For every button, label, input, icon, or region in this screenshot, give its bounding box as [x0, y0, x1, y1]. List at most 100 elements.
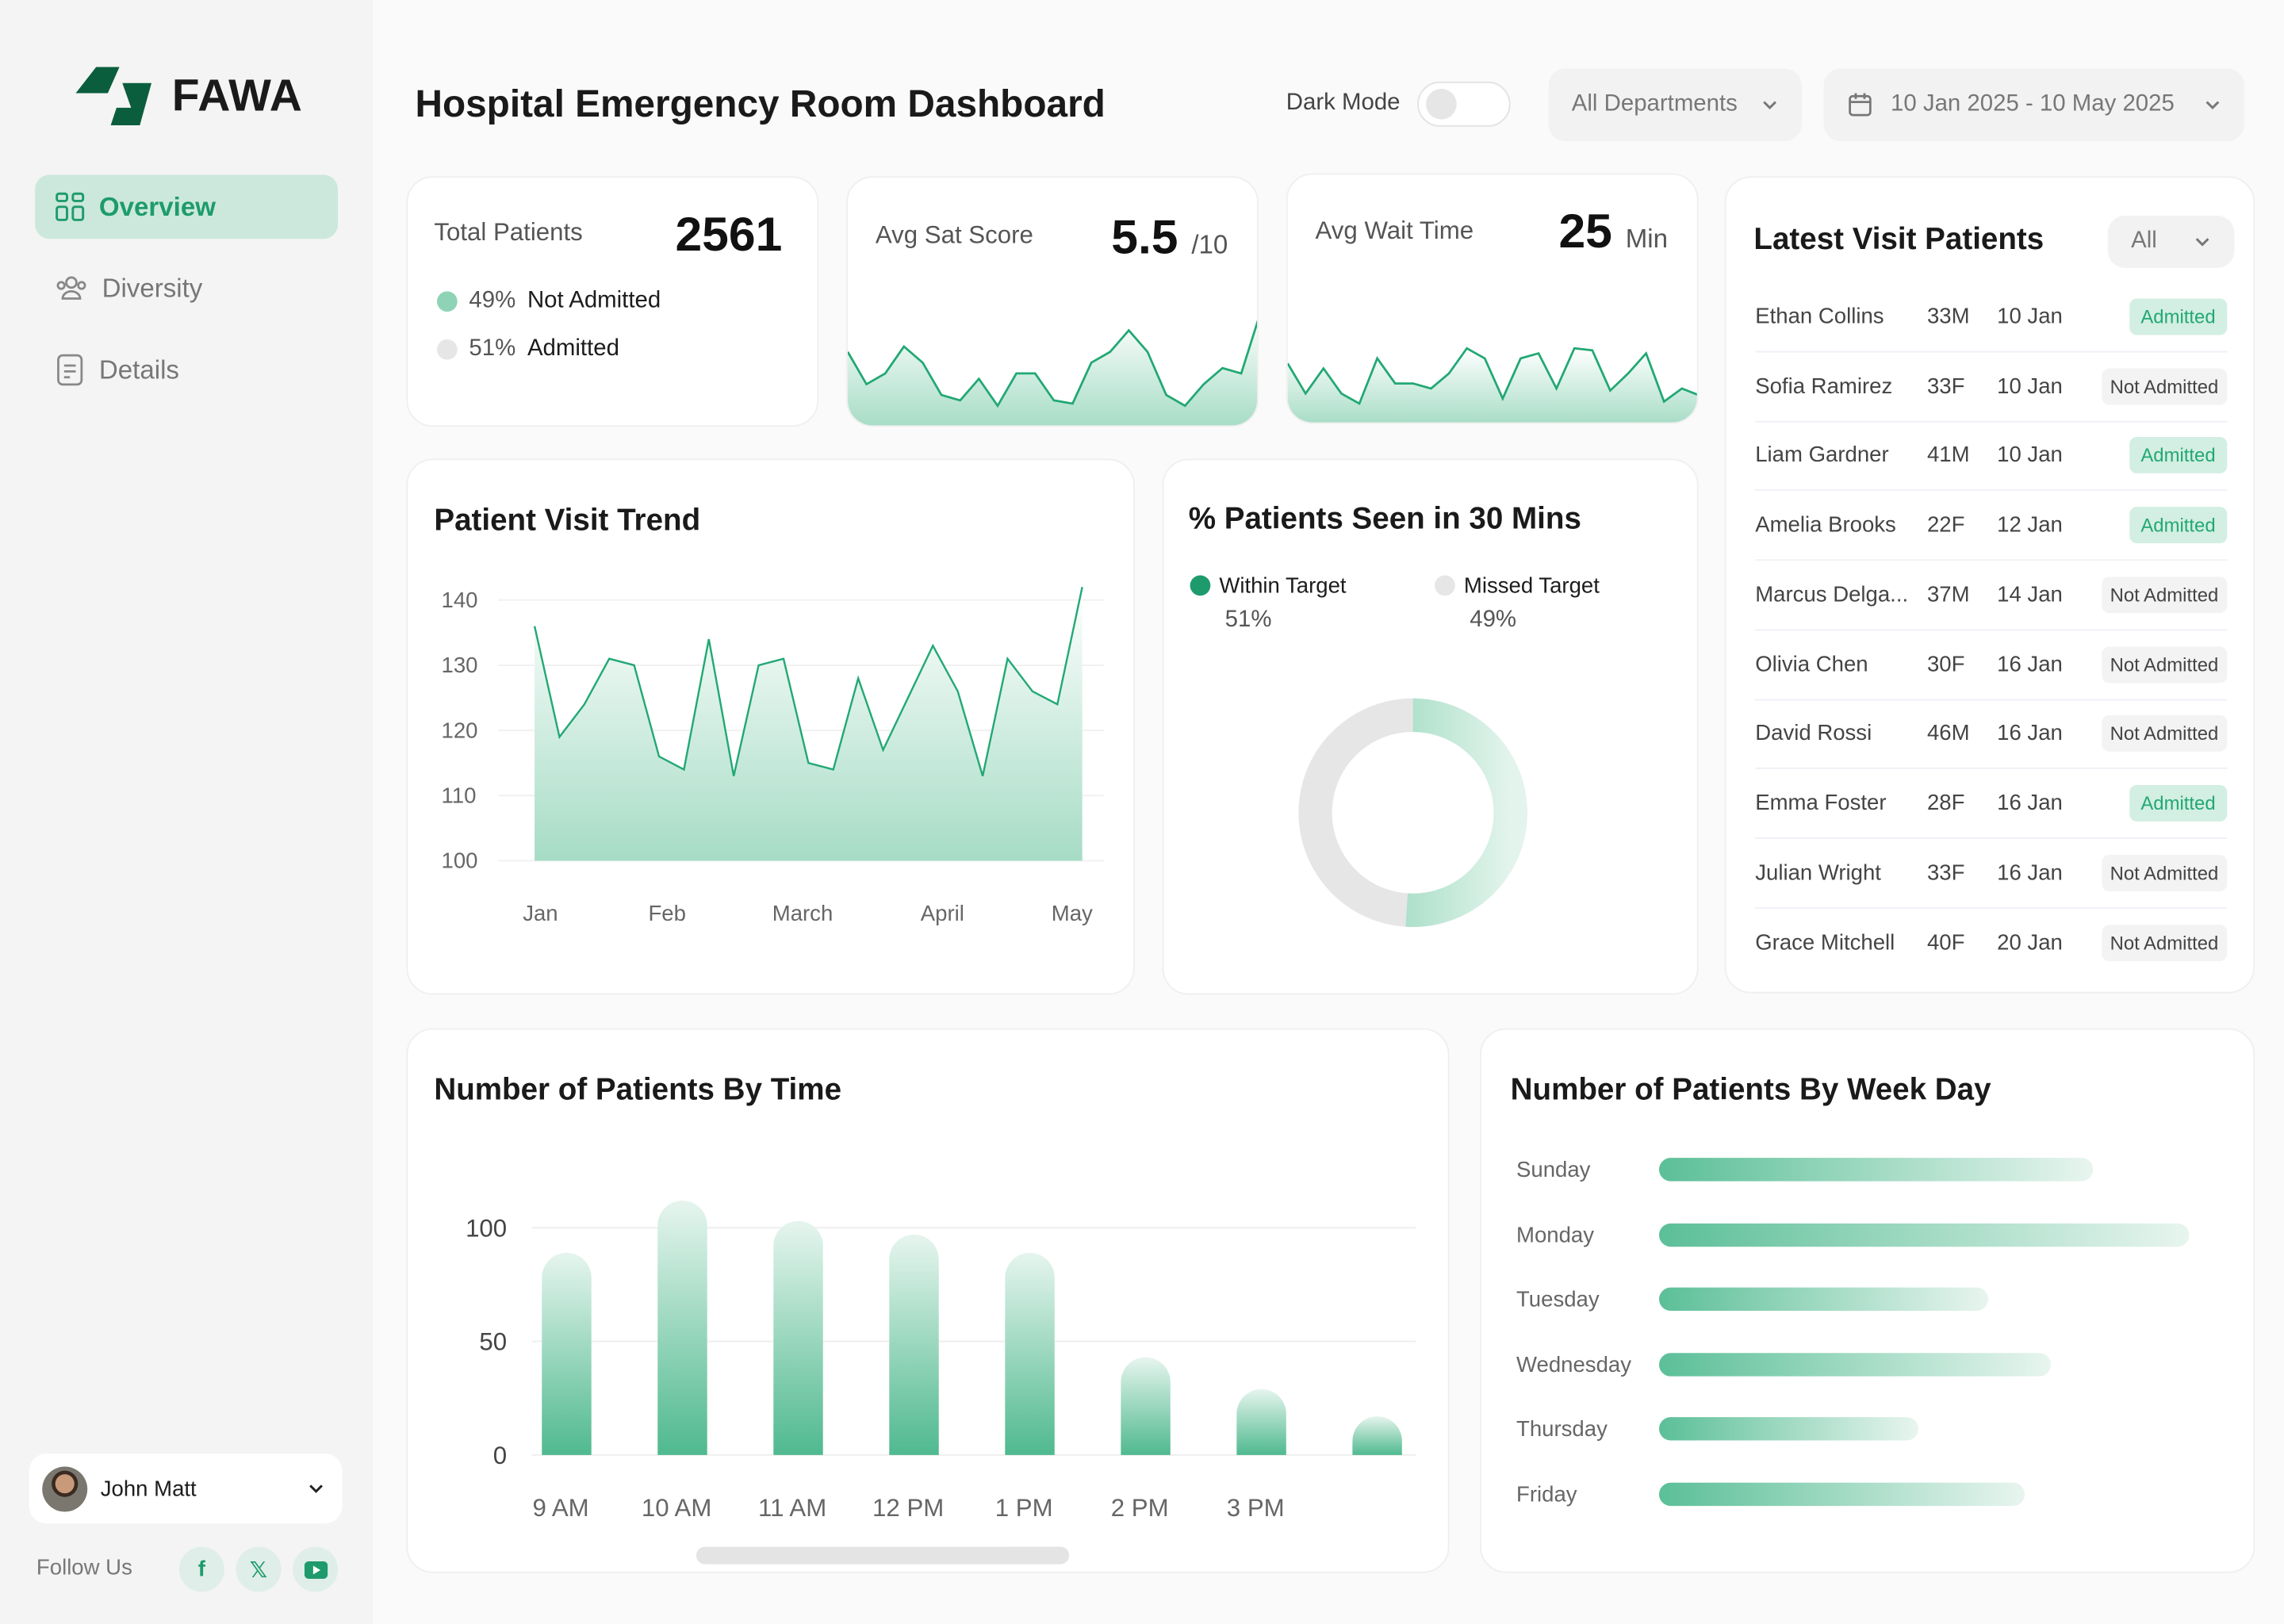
y-tick-label: Sunday [1516, 1158, 1591, 1183]
card-title: Latest Visit Patients [1753, 223, 2044, 257]
sidebar-item-label: Details [98, 354, 179, 384]
legend-admitted: 51% Admitted [437, 336, 619, 362]
visit-date: 20 Jan [1997, 930, 2063, 956]
table-row[interactable]: Grace Mitchell 40F 20 Jan Not Admitted [1755, 908, 2228, 978]
bytime-chart: 0 50 100 9 AM 10 AM 11 AM 12 PM 1 PM 2 PM 3 PM [466, 1200, 1416, 1522]
trend-area [535, 587, 1083, 861]
sidebar-item-label: Overview [98, 191, 216, 221]
patient-age: 46M [1926, 721, 1970, 746]
status-badge: Admitted [2129, 784, 2228, 822]
x-tick-label: 1 PM [995, 1494, 1053, 1522]
bar [1005, 1252, 1055, 1455]
bar [1659, 1223, 2190, 1247]
document-icon [57, 354, 83, 386]
visit-date: 10 Jan [1997, 304, 2063, 330]
bar [1659, 1482, 2025, 1507]
patient-age: 28F [1926, 791, 1965, 816]
sidebar-item-label: Diversity [102, 273, 203, 303]
department-select[interactable]: All Departments [1548, 68, 1802, 142]
legend-pct: 49% [469, 288, 516, 313]
table-row[interactable]: Julian Wright 33F 16 Jan Not Admitted [1755, 838, 2228, 909]
visit-date: 16 Jan [1997, 651, 2063, 677]
patients-seen-card: % Patients Seen in 30 Mins Within Target… [1162, 458, 1699, 995]
legend-value: 51% [1224, 607, 1272, 633]
table-row[interactable]: Ethan Collins 33M 10 Jan Admitted [1755, 282, 2228, 353]
youtube-icon[interactable] [293, 1546, 339, 1592]
bar [1659, 1352, 2052, 1377]
status-filter-select[interactable]: All [2107, 215, 2235, 268]
department-value: All Departments [1571, 91, 1738, 117]
card-title: % Patients Seen in 30 Mins [1188, 502, 1581, 536]
horizontal-scrollbar[interactable] [696, 1546, 1070, 1565]
chevron-down-icon [2195, 238, 2209, 247]
x-tick-label: May [1052, 901, 1093, 925]
patient-age: 33F [1926, 373, 1965, 399]
table-row[interactable]: Marcus Delga... 37M 14 Jan Not Admitted [1755, 561, 2228, 630]
y-tick-label: 100 [442, 848, 478, 873]
visit-date: 10 Jan [1997, 443, 2063, 469]
legend-dot [437, 339, 458, 360]
kpi-label: Total Patients [434, 218, 583, 247]
logo: FAWA [75, 67, 303, 125]
dark-mode-toggle[interactable] [1417, 81, 1511, 127]
grid-icon [56, 192, 85, 221]
y-tick-label: Thursday [1516, 1417, 1608, 1443]
facebook-icon[interactable]: f [178, 1546, 224, 1592]
patient-name: Amelia Brooks [1755, 512, 1896, 538]
sidebar-item-diversity[interactable]: Diversity [35, 256, 338, 320]
avg-wait-time-card: Avg Wait Time 25 Min [1286, 173, 1699, 424]
bar [1659, 1417, 1919, 1442]
status-badge: Not Admitted [2101, 368, 2228, 405]
y-tick-label: 110 [442, 783, 477, 807]
card-title: Number of Patients By Time [434, 1073, 842, 1107]
table-row[interactable]: Olivia Chen 30F 16 Jan Not Admitted [1755, 630, 2228, 700]
sparkline-area [1287, 348, 1697, 423]
bar [1236, 1388, 1286, 1455]
x-tick-label: March [772, 901, 834, 925]
x-tick-label: 10 AM [642, 1494, 712, 1522]
table-row[interactable]: Emma Foster 28F 16 Jan Admitted [1755, 769, 2228, 839]
sidebar-item-overview[interactable]: Overview [35, 174, 339, 239]
patient-visit-trend-card: Patient Visit Trend 100 110 120 130 140 Jan Fe… [406, 458, 1135, 995]
table-row[interactable]: Liam Gardner 41M 10 Jan Admitted [1755, 422, 2228, 492]
date-range-picker[interactable]: 10 Jan 2025 - 10 May 2025 [1823, 68, 2245, 142]
patient-age: 37M [1926, 582, 1970, 607]
legend-dot [1435, 575, 1455, 596]
status-badge: Not Admitted [2101, 924, 2228, 961]
bar [773, 1220, 823, 1455]
status-badge: Not Admitted [2101, 854, 2228, 891]
table-row[interactable]: Sofia Ramirez 33F 10 Jan Not Admitted [1755, 352, 2228, 423]
patient-name: Sofia Ramirez [1755, 373, 1893, 399]
legend-label: Admitted [527, 336, 619, 362]
card-title: Number of Patients By Week Day [1510, 1073, 1991, 1107]
visit-date: 16 Jan [1997, 860, 2063, 885]
user-menu[interactable]: John Matt [29, 1454, 343, 1524]
bar [889, 1234, 939, 1455]
donut-slice-within [1298, 698, 1527, 928]
status-badge: Admitted [2129, 298, 2228, 335]
y-tick-label: Monday [1516, 1223, 1595, 1248]
bar [1659, 1287, 1988, 1312]
patient-age: 41M [1926, 443, 1970, 469]
patient-age: 22F [1926, 512, 1965, 538]
patient-age: 33F [1926, 860, 1965, 885]
kpi-value: 2561 [675, 206, 783, 261]
sparkline-line [847, 320, 1258, 408]
x-icon[interactable]: 𝕏 [236, 1546, 282, 1592]
x-tick-label: 2 PM [1111, 1494, 1169, 1522]
table-row[interactable]: Amelia Brooks 22F 12 Jan Admitted [1755, 491, 2228, 561]
sidebar-item-details[interactable]: Details [35, 338, 338, 402]
sparkline-area [847, 323, 1258, 426]
legend-label: Within Target [1219, 573, 1347, 599]
patient-name: Liam Gardner [1755, 443, 1889, 469]
latest-visit-patients-card: Latest Visit Patients All Ethan Collins 3… [1724, 176, 2255, 994]
x-tick-label: 3 PM [1227, 1494, 1285, 1522]
filter-value: All [2131, 228, 2157, 254]
visit-date: 16 Jan [1997, 791, 2063, 816]
follow-label: Follow Us [36, 1555, 132, 1580]
visit-date: 14 Jan [1997, 582, 2063, 607]
page-title: Hospital Emergency Room Dashboard [415, 81, 1106, 125]
users-icon [56, 276, 86, 300]
legend-missed-target: Missed Target 49% [1435, 574, 1600, 634]
table-row[interactable]: David Rossi 46M 16 Jan Not Admitted [1755, 699, 2228, 770]
